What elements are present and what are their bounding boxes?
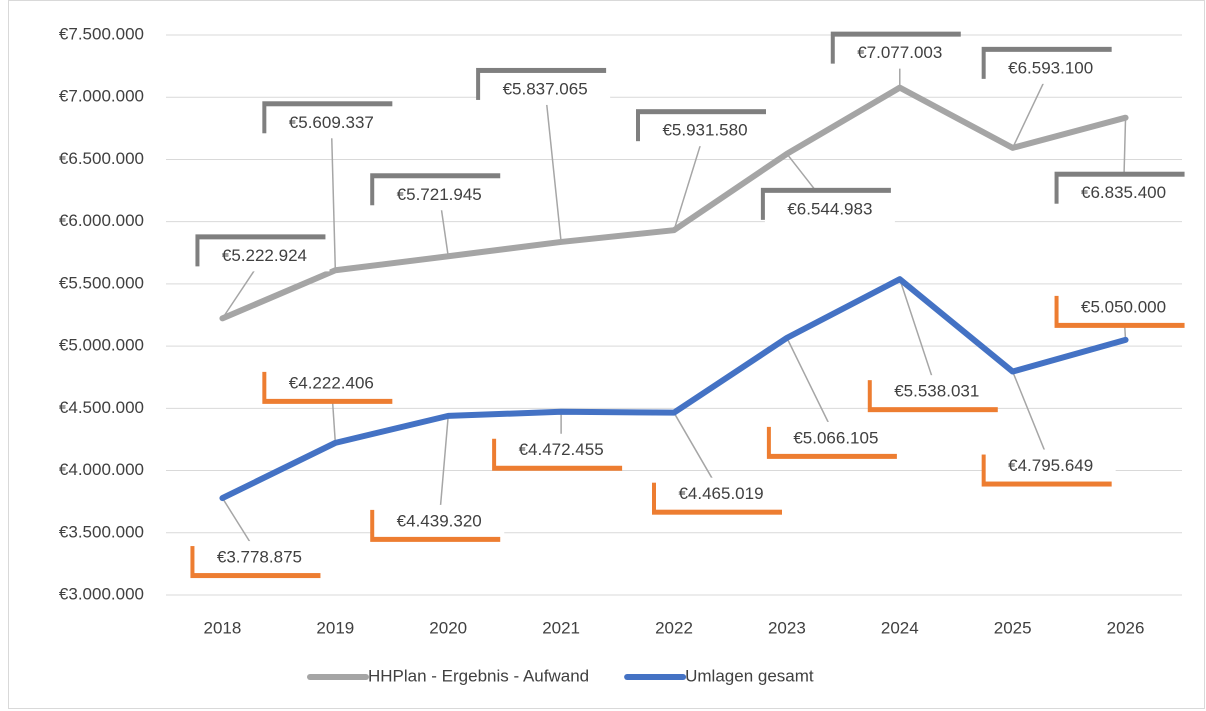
data-label: €5.609.337 (289, 113, 374, 132)
leader-line (544, 88, 562, 243)
leader-line (673, 129, 706, 231)
data-label: €5.837.065 (503, 79, 588, 98)
data-label: €5.931.580 (662, 121, 747, 140)
x-tick-label: 2018 (204, 618, 242, 637)
x-tick-label: 2019 (316, 618, 354, 637)
legend-label: Umlagen gesamt (685, 666, 814, 685)
series-line (219, 276, 1129, 502)
x-tick-label: 2020 (429, 618, 467, 637)
label-box (194, 541, 325, 574)
label-box (266, 366, 397, 399)
x-tick-label: 2021 (542, 618, 580, 637)
data-label: €6.835.400 (1081, 183, 1166, 202)
data-label: €4.439.320 (397, 511, 482, 530)
x-tick-label: 2023 (768, 618, 806, 637)
y-tick-label: €7.500.000 (59, 24, 144, 43)
leader-line (438, 415, 449, 521)
label-box (266, 106, 397, 139)
label-box (496, 433, 627, 466)
data-label: €7.077.003 (857, 43, 942, 62)
data-label: €6.593.100 (1008, 58, 1093, 77)
y-tick-label: €6.000.000 (59, 211, 144, 230)
y-tick-label: €5.000.000 (59, 336, 144, 355)
x-tick-label: 2022 (655, 618, 693, 637)
y-tick-label: €4.500.000 (59, 398, 144, 417)
data-label: €3.778.875 (217, 548, 302, 567)
label-box (480, 72, 611, 105)
label-box (374, 504, 505, 537)
data-label: €5.538.031 (894, 382, 979, 401)
data-label: €4.472.455 (519, 440, 604, 459)
y-tick-label: €6.500.000 (59, 149, 144, 168)
data-label: €5.066.105 (793, 428, 878, 447)
series-line (219, 84, 1129, 322)
leader-line (786, 337, 837, 439)
label-box (834, 36, 965, 69)
data-label: €4.222.406 (289, 373, 374, 392)
label-box (985, 449, 1116, 482)
y-tick-label: €5.500.000 (59, 273, 144, 292)
data-label: €4.465.019 (678, 484, 763, 503)
x-tick-label: 2025 (994, 618, 1032, 637)
leader-line (899, 278, 938, 392)
label-box (1058, 290, 1189, 323)
y-tick-label: €3.500.000 (59, 522, 144, 541)
label-box (656, 477, 786, 510)
leader-line (330, 122, 337, 271)
y-tick-label: €4.000.000 (59, 460, 144, 479)
data-label: €5.721.945 (397, 185, 482, 204)
x-tick-label: 2024 (881, 618, 919, 637)
x-tick-label: 2026 (1107, 618, 1145, 637)
label-box (871, 375, 1002, 408)
y-tick-label: €3.000.000 (59, 584, 144, 603)
chart-border (8, 0, 1205, 709)
label-box (770, 421, 901, 454)
label-box (764, 192, 895, 225)
y-tick-label: €7.000.000 (59, 87, 144, 106)
label-box (199, 239, 330, 272)
data-label: €4.795.649 (1008, 456, 1093, 475)
data-label: €5.050.000 (1081, 297, 1166, 316)
legend-label: HHPlan - Ergebnis - Aufwand (368, 666, 589, 685)
label-box (1058, 176, 1189, 209)
label-box (640, 114, 770, 147)
data-label: €6.544.983 (787, 199, 872, 218)
label-box (985, 51, 1116, 84)
data-label: €5.222.924 (222, 246, 307, 265)
label-box (374, 178, 505, 211)
